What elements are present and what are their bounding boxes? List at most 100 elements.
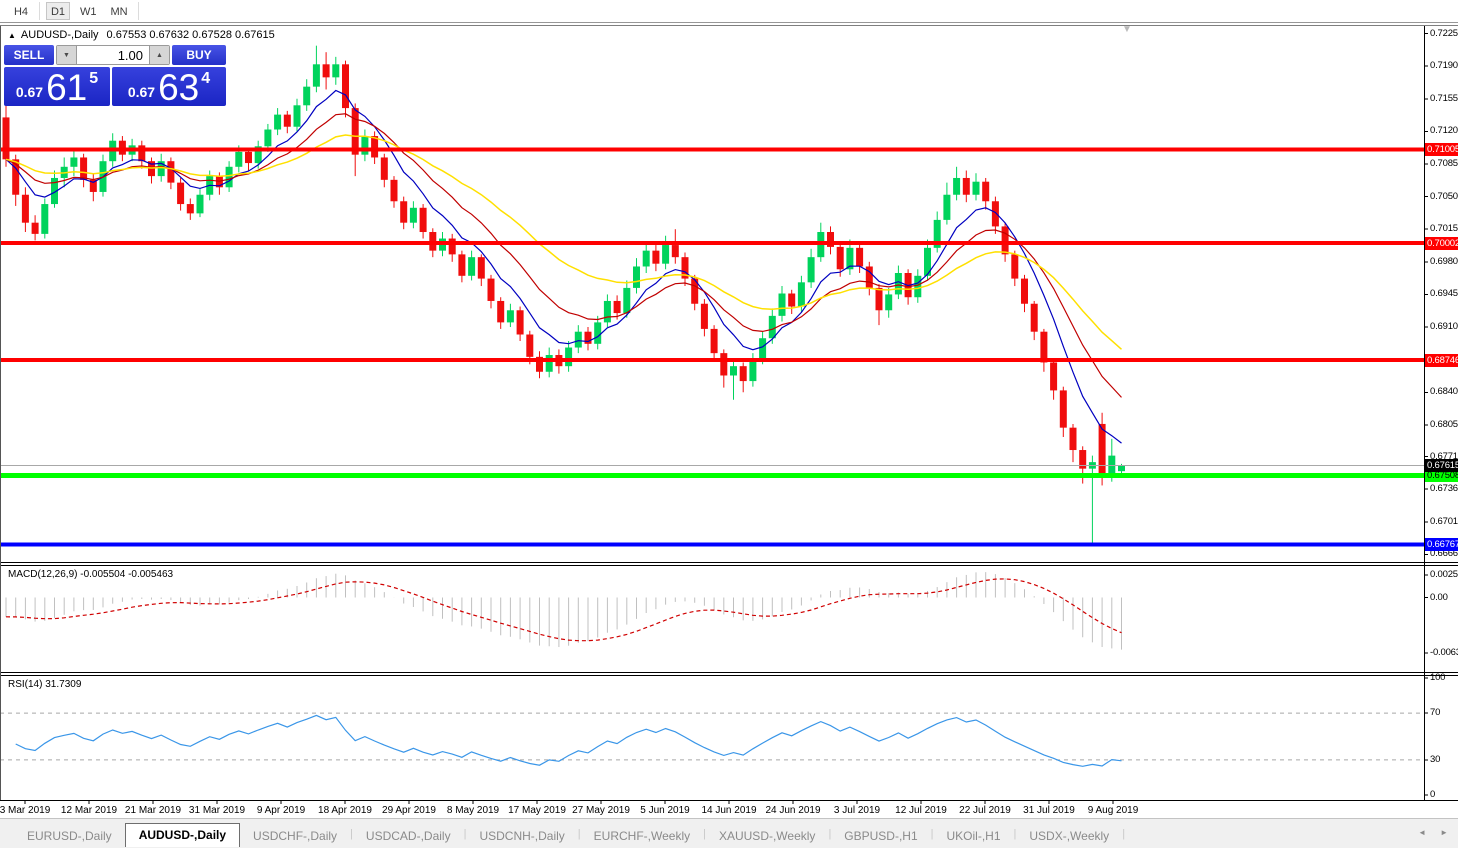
candle [691,278,699,304]
macd-pane [5,572,1122,650]
sell-price-display[interactable]: 0.67 61 5 [4,67,110,106]
candle [448,238,456,255]
candle [623,287,631,314]
candle [642,250,650,267]
sell-price-pip-digit: 5 [89,70,99,87]
timeframe-toolbar: H4 D1 W1 MN [0,0,1458,23]
volume-input[interactable]: 1.00 [76,46,150,64]
tab-usdx-weekly[interactable]: USDX-,Weekly [1029,829,1110,843]
sell-price-big-digits: 61 [46,67,88,108]
candle [574,331,582,348]
candle [2,117,10,160]
candle [982,181,990,202]
candle [41,204,49,234]
buy-button[interactable]: BUY [172,45,226,65]
tab-gbpusd-h1[interactable]: GBPUSD-,H1 [844,829,918,843]
timeframe-button-d1[interactable]: D1 [46,2,70,20]
candle [506,310,514,323]
candle [1118,465,1125,472]
tab-usdcad-daily[interactable]: USDCAD-,Daily [365,829,451,843]
candle [720,353,728,376]
candle [70,157,78,167]
candle [322,64,330,78]
candle [264,129,272,147]
candle [409,207,417,223]
candle [477,257,485,279]
buy-price-display[interactable]: 0.67 63 4 [112,67,226,106]
candle [807,257,815,283]
candle [1021,278,1028,304]
candle [361,136,369,155]
volume-increase-icon[interactable]: ▲ [150,46,169,64]
chart-ohlc-values: 0.67553 0.67632 0.67528 0.67615 [106,29,275,41]
tab-xauusd-weekly[interactable]: XAUUSD-,Weekly [718,829,816,843]
rsi-indicator-label: RSI(14) 31.7309 [8,679,82,690]
candle [594,322,602,344]
candle [157,161,165,177]
chart-canvas[interactable] [0,0,1458,818]
candle [1079,450,1087,469]
price-badge-resistance-2: 0.70002 [1425,236,1458,250]
price-badge-resistance-3: 0.68746 [1425,353,1458,367]
candle [351,108,359,155]
candle [1011,254,1019,279]
sell-button[interactable]: SELL [4,45,54,65]
date-axis-label: 8 May 2019 [446,805,500,816]
timeframe-button-h4[interactable]: H4 [13,6,29,18]
symbol-tabs: EURUSD-,Daily AUDUSD-,Daily USDCHF-,Daily |… [14,822,1125,847]
candle [885,294,893,311]
collapse-panel-icon[interactable]: ▲ [8,31,16,40]
chart-title: ▲ AUDUSD-,Daily 0.67553 0.67632 0.67528 0.… [8,29,275,41]
candle [924,247,931,276]
tab-usdcnh-daily[interactable]: USDCNH-,Daily [479,829,565,843]
candles-series [2,45,1125,545]
candle [487,278,495,301]
tab-scroll-right-icon[interactable]: ► [1440,828,1448,837]
timeframe-button-w1[interactable]: W1 [80,6,97,18]
tab-eurchf-weekly[interactable]: EURCHF-,Weekly [593,829,691,843]
current-price-badge: 0.67615 [1425,458,1458,472]
candle [788,293,796,307]
tab-usdchf-daily[interactable]: USDCHF-,Daily [253,829,338,843]
candle [21,194,29,223]
tab-ukoil-h1[interactable]: UKOil-,H1 [946,829,1001,843]
candle [274,114,282,130]
symbol-tab-bar: EURUSD-,Daily AUDUSD-,Daily USDCHF-,Daily |… [0,818,1458,848]
chart-shift-marker-icon[interactable]: ▼ [1122,24,1132,35]
candle [1001,226,1009,255]
tab-separator: | [350,828,353,840]
candle [1050,362,1058,391]
tab-separator: | [828,828,832,840]
tab-scroll-left-icon[interactable]: ◄ [1418,828,1427,837]
tab-eurusd-daily[interactable]: EURUSD-,Daily [27,829,112,843]
chart-symbol-label: AUDUSD-,Daily [20,29,99,41]
candle [89,179,97,192]
timeframe-button-mn[interactable]: MN [110,6,128,18]
candle [933,219,941,248]
candle [943,194,951,220]
rsi-scale-label: 0 [1430,789,1436,800]
candle [565,347,573,367]
candle [700,303,708,329]
candle [283,114,291,127]
candle [245,151,252,164]
date-axis-label: 12 Jul 2019 [895,805,947,816]
candle [710,328,718,354]
date-axis-label: 9 Apr 2019 [256,805,306,816]
one-click-trade-panel: SELL ▼ 1.00 ▲ BUY 0.67 61 5 0.67 63 4 [4,45,226,106]
candle [390,179,398,202]
tab-separator: | [703,828,706,840]
candle [1069,427,1077,451]
price-badge-support-green: 0.67508 [1425,468,1458,482]
tab-audusd-daily[interactable]: AUDUSD-,Daily [124,823,241,847]
tab-separator: | [1013,828,1017,840]
volume-decrease-icon[interactable]: ▼ [57,46,76,64]
date-axis-label: 22 Jul 2019 [959,805,1011,816]
